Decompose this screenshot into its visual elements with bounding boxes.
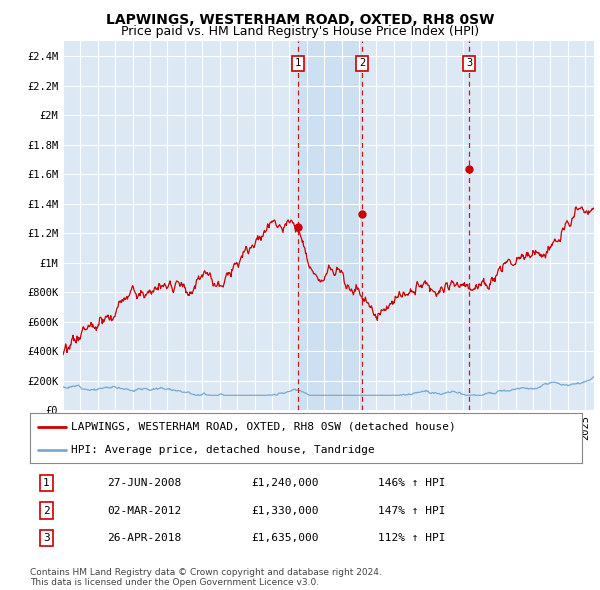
Text: 2: 2: [359, 58, 365, 68]
Text: 02-MAR-2012: 02-MAR-2012: [107, 506, 182, 516]
Text: LAPWINGS, WESTERHAM ROAD, OXTED, RH8 0SW (detached house): LAPWINGS, WESTERHAM ROAD, OXTED, RH8 0SW…: [71, 421, 456, 431]
Text: 146% ↑ HPI: 146% ↑ HPI: [378, 478, 445, 488]
Bar: [298, 41, 362, 410]
Text: 1: 1: [295, 58, 301, 68]
Text: 27-JUN-2008: 27-JUN-2008: [107, 478, 182, 488]
Text: Price paid vs. HM Land Registry's House Price Index (HPI): Price paid vs. HM Land Registry's House …: [121, 25, 479, 38]
Text: 26-APR-2018: 26-APR-2018: [107, 533, 182, 543]
Text: 147% ↑ HPI: 147% ↑ HPI: [378, 506, 445, 516]
Text: 3: 3: [466, 58, 472, 68]
Text: £1,330,000: £1,330,000: [251, 506, 319, 516]
Text: 3: 3: [43, 533, 50, 543]
Text: LAPWINGS, WESTERHAM ROAD, OXTED, RH8 0SW: LAPWINGS, WESTERHAM ROAD, OXTED, RH8 0SW: [106, 13, 494, 27]
Text: £1,240,000: £1,240,000: [251, 478, 319, 488]
Text: 1: 1: [43, 478, 50, 488]
Text: Contains HM Land Registry data © Crown copyright and database right 2024.
This d: Contains HM Land Registry data © Crown c…: [30, 568, 382, 587]
Text: HPI: Average price, detached house, Tandridge: HPI: Average price, detached house, Tand…: [71, 445, 375, 455]
Text: 2: 2: [43, 506, 50, 516]
Text: £1,635,000: £1,635,000: [251, 533, 319, 543]
Text: 112% ↑ HPI: 112% ↑ HPI: [378, 533, 445, 543]
